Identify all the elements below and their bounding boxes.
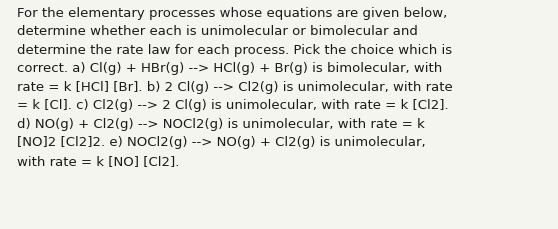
Text: For the elementary processes whose equations are given below,
determine whether : For the elementary processes whose equat…: [17, 7, 453, 167]
